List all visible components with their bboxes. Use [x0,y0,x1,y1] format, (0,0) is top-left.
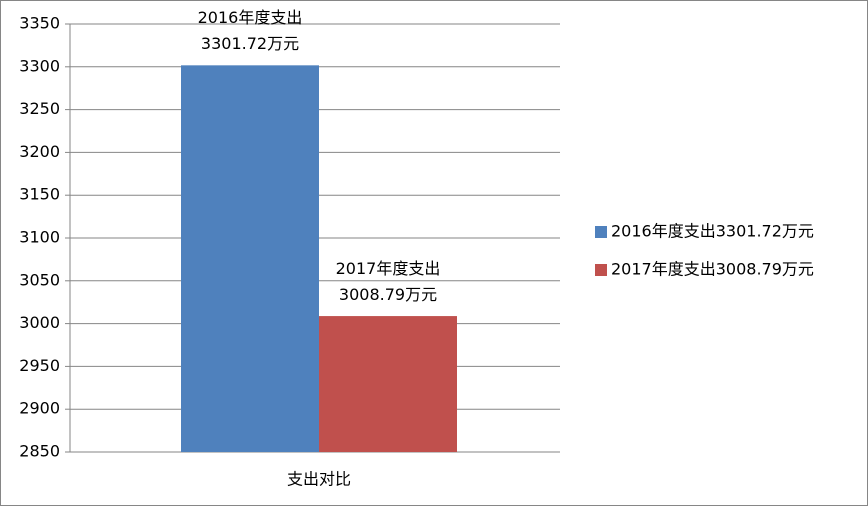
y-tick-label: 3000 [19,313,60,332]
y-tick-label: 2850 [19,442,60,461]
bar [319,316,457,452]
y-tick-label: 2950 [19,356,60,375]
y-tick-label: 3250 [19,99,60,118]
y-tick-label: 3350 [19,14,60,33]
y-tick-label: 2900 [19,399,60,418]
y-tick-label: 3150 [19,185,60,204]
y-tick-label: 3200 [19,142,60,161]
value-label: 2017年度支出 3008.79万元 [335,259,441,305]
y-tick-label: 3300 [19,56,60,75]
y-tick-label: 3100 [19,228,60,247]
y-tick-label: 3050 [19,270,60,289]
bar [181,65,319,452]
legend-swatch [595,264,607,276]
legend-label: 2016年度支出3301.72万元 [611,222,814,241]
value-label: 2016年度支出 3301.72万元 [197,8,303,54]
legend-swatch [595,226,607,238]
x-tick-label: 支出对比 [287,470,351,489]
legend-label: 2017年度支出3008.79万元 [611,260,814,279]
